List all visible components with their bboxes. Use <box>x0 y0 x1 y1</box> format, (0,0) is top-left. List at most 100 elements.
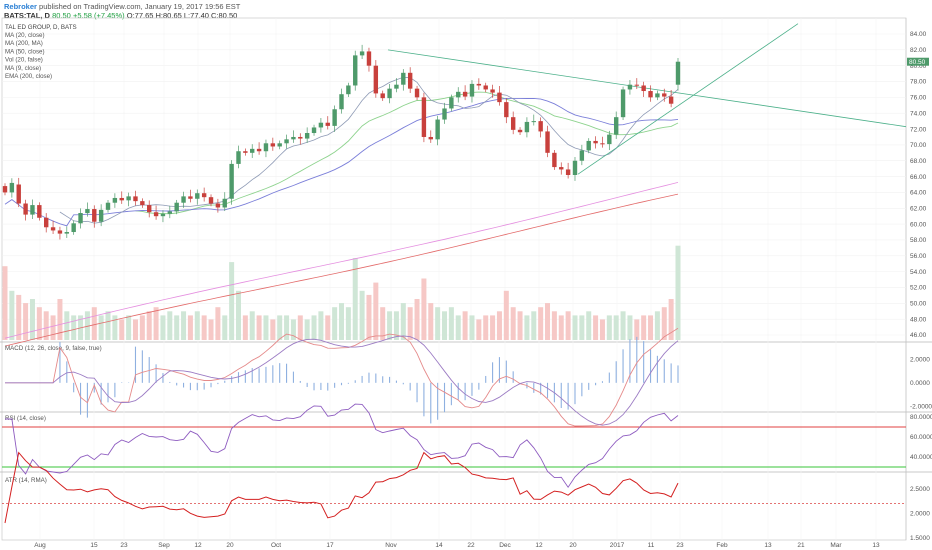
candle-body <box>504 102 509 118</box>
volume-bar <box>222 315 228 340</box>
volume-bar <box>613 315 619 340</box>
candle-body <box>641 85 646 92</box>
time-tick-label: 15 <box>90 542 98 549</box>
candle-body <box>469 83 475 97</box>
volume-bar <box>668 299 674 340</box>
price-tick-label: 48.00 <box>910 316 927 323</box>
candle-body <box>380 93 385 99</box>
candle-body <box>263 143 269 152</box>
volume-bar <box>524 315 530 340</box>
volume-bar <box>284 315 290 340</box>
time-tick-label: 20 <box>569 542 577 549</box>
candle-body <box>85 209 90 214</box>
price-tick-label: 50.00 <box>910 301 927 308</box>
volume-bar <box>593 315 599 340</box>
rsi-tick-label: 60.0000 <box>910 434 932 441</box>
candle-body <box>133 196 138 202</box>
candle-body <box>188 196 193 199</box>
candle-body <box>215 203 221 208</box>
volume-bar <box>2 266 8 340</box>
high-value: H:80.65 <box>155 11 182 20</box>
ma20-line <box>135 91 679 215</box>
candle-body <box>531 121 536 123</box>
volume-bar <box>455 315 461 340</box>
candle-body <box>256 148 262 152</box>
volume-bar <box>325 315 331 340</box>
time-tick-label: Oct <box>271 542 281 549</box>
volume-bar <box>208 319 214 340</box>
volume-bar <box>503 290 509 340</box>
macd-signal-line <box>5 335 679 426</box>
candle-body <box>449 97 454 109</box>
volume-bar <box>215 307 221 340</box>
candle-body <box>243 151 248 153</box>
support-trendline <box>577 23 799 175</box>
ma200-line <box>4 182 679 339</box>
published-text: published on TradingView.com, January 19… <box>39 2 241 11</box>
volume-bar <box>448 307 454 340</box>
candle-body <box>510 117 516 130</box>
volume-bar <box>235 290 241 340</box>
time-tick-label: Nov <box>385 542 397 549</box>
candle-body <box>98 209 104 222</box>
volume-bar <box>654 311 660 340</box>
volume-bar <box>558 315 564 340</box>
candle-body <box>140 201 145 206</box>
volume-bar <box>496 311 502 340</box>
candle-body <box>517 129 523 133</box>
time-tick-label: Feb <box>716 542 728 549</box>
indicator-legend-title: TAL ED GROUP, D, BATS <box>5 24 77 31</box>
candle-body <box>648 91 653 98</box>
time-tick-label: 12 <box>194 542 202 549</box>
volume-bar <box>345 307 351 340</box>
candle-body <box>476 83 482 86</box>
volume-bar <box>538 307 544 340</box>
volume-bar <box>373 282 379 340</box>
volume-bar <box>565 311 571 340</box>
volume-bar <box>469 315 475 340</box>
volume-bar <box>634 319 640 340</box>
candle-body <box>524 121 530 133</box>
publisher-name[interactable]: Rebroker <box>4 2 37 11</box>
volume-bar <box>483 315 489 340</box>
candle-body <box>71 223 76 233</box>
open-value: O:77.65 <box>126 11 154 20</box>
price-tick-label: 68.00 <box>910 158 927 165</box>
candle-body <box>387 88 392 99</box>
time-tick-label: 22 <box>467 542 475 549</box>
candle-body <box>298 136 303 139</box>
volume-bar <box>435 307 441 340</box>
time-tick-label: 20 <box>226 542 234 549</box>
candle-body <box>552 152 557 168</box>
volume-bar <box>263 315 269 340</box>
candle-body <box>2 186 8 193</box>
time-tick-label: 23 <box>120 542 128 549</box>
candle-body <box>147 205 152 213</box>
candle-body <box>339 94 344 110</box>
volume-bar <box>249 311 255 340</box>
price-tick-label: 80.00 <box>910 63 927 70</box>
price-tick-label: 58.00 <box>910 237 927 244</box>
candle-body <box>304 133 310 139</box>
candle-body <box>435 119 440 140</box>
volume-bar <box>641 315 647 340</box>
volume-bar <box>187 315 193 340</box>
candle-body <box>229 163 234 199</box>
symbol-label: BATS:TAL, D <box>4 11 50 20</box>
volume-bar <box>167 311 173 340</box>
candle-body <box>538 121 543 132</box>
candle-body <box>407 72 413 89</box>
candle-body <box>456 91 461 98</box>
volume-bar <box>318 311 324 340</box>
time-tick-label: 2017 <box>610 542 625 549</box>
candle-body <box>394 84 399 89</box>
candle-body <box>366 51 372 66</box>
candle-body <box>634 84 639 86</box>
candle-body <box>462 91 468 97</box>
candle-body <box>208 197 214 204</box>
candle-body <box>373 65 379 94</box>
volume-bar <box>359 290 365 340</box>
volume-bar <box>112 315 118 340</box>
atr-tick-label: 1.5000 <box>910 535 930 542</box>
